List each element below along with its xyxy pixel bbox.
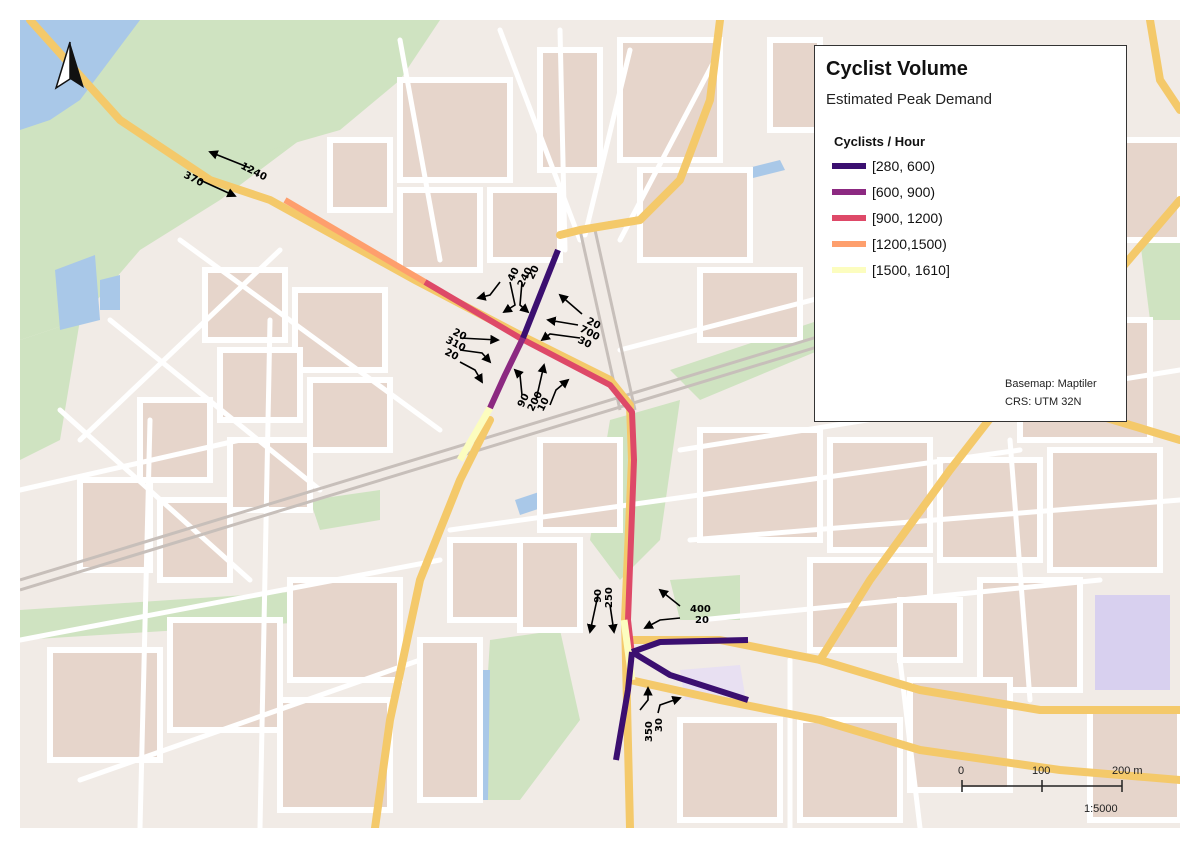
legend-swatch xyxy=(832,215,866,221)
segment-600-900-south xyxy=(487,336,526,410)
scale-tick-label: 0 xyxy=(958,765,964,777)
turning-arrows xyxy=(199,150,682,714)
legend-item: [280, 600) xyxy=(832,156,935,176)
legend-swatch xyxy=(832,163,866,169)
legend-swatch xyxy=(832,189,866,195)
flow-label: 30 xyxy=(654,718,665,732)
legend-item: [900, 1200) xyxy=(832,208,943,228)
segment-280-600-southwest xyxy=(613,651,635,761)
legend-heading: Cyclists / Hour xyxy=(834,134,926,149)
legend-swatch xyxy=(832,241,866,247)
scale-ratio: 1:5000 xyxy=(1084,803,1118,815)
legend-label: [1500, 1610] xyxy=(872,262,950,278)
legend-title: Cyclist Volume xyxy=(826,58,968,80)
scale-tick-label: 100 xyxy=(1032,765,1050,777)
crs-label: CRS: UTM 32N xyxy=(1005,396,1082,408)
legend-label: [280, 600) xyxy=(872,158,936,174)
legend-panel: Cyclist Volume Estimated Peak Demand Cyc… xyxy=(814,45,1127,422)
rail-lines xyxy=(20,229,841,592)
legend-item: [600, 900) xyxy=(832,182,935,202)
legend-label: [1200,1500) xyxy=(872,236,947,252)
segment-280-600-north xyxy=(520,248,561,340)
north-arrow-icon xyxy=(54,41,84,90)
legend-label: [600, 900) xyxy=(872,184,936,200)
legend-subtitle: Estimated Peak Demand xyxy=(826,91,992,108)
legend-swatch xyxy=(832,267,866,273)
segment-1500-1610-south xyxy=(456,406,494,462)
flow-label: 350 xyxy=(644,721,655,742)
segment-280-600-east xyxy=(630,637,749,655)
cycle-volume-network xyxy=(283,197,749,761)
scale-tick-label: 200 m xyxy=(1112,765,1143,777)
scale-bar: 0 100 200 m 1:5000 xyxy=(958,765,1143,815)
legend-item: [1500, 1610] xyxy=(832,260,950,280)
flow-label: 400 xyxy=(690,604,711,615)
minor-roads xyxy=(20,27,1180,828)
legend-item: [1200,1500) xyxy=(832,234,947,254)
flow-label: 20 xyxy=(695,615,709,626)
segment-1200-1500 xyxy=(283,197,427,285)
flow-label: 250 xyxy=(604,587,615,608)
segment-900-1200-main xyxy=(423,279,637,621)
segment-280-600-southeast xyxy=(630,649,749,703)
basemap-credit: Basemap: Maptiler xyxy=(1005,378,1097,390)
flow-label: 90 xyxy=(593,589,604,603)
legend-label: [900, 1200) xyxy=(872,210,943,226)
